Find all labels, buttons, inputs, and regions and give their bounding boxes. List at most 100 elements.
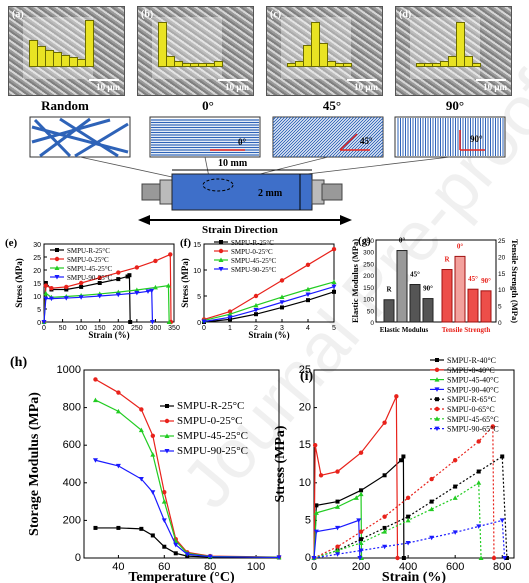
data-point xyxy=(150,433,156,438)
fiber-line xyxy=(331,117,373,157)
fiber-line xyxy=(273,117,292,136)
legend: SMPU-R-25°CSMPU-0-25°CSMPU-45-25°CSMPU-9… xyxy=(50,247,113,282)
data-point xyxy=(161,499,167,504)
series-line xyxy=(313,455,508,559)
data-point xyxy=(97,275,102,280)
histogram-c xyxy=(281,17,352,79)
legend-label: SMPU-90-25°C xyxy=(231,266,277,274)
y-tick-label: 200 xyxy=(363,273,374,280)
x-tick-label: 1 xyxy=(228,325,232,332)
y2-tick-label: 5 xyxy=(498,304,502,311)
data-point xyxy=(227,309,233,314)
legend-label: SMPU-90-25°C xyxy=(67,274,113,282)
data-point xyxy=(153,258,158,264)
data-point xyxy=(395,555,400,561)
data-point xyxy=(452,495,458,500)
x-axis-title: Strain (%) xyxy=(382,570,447,583)
histogram-a xyxy=(23,17,94,79)
legend-label: SMPU-0-40°C xyxy=(447,366,495,375)
data-point xyxy=(92,397,98,403)
plot-frame xyxy=(313,369,515,559)
data-point xyxy=(401,454,406,459)
data-point xyxy=(97,294,103,299)
data-point xyxy=(504,556,509,560)
data-point xyxy=(490,424,496,429)
y-tick-label: 15 xyxy=(193,242,201,249)
data-point xyxy=(429,506,435,512)
data-point xyxy=(382,473,387,478)
bar-label: 0° xyxy=(457,242,464,250)
data-point xyxy=(394,394,399,399)
data-point xyxy=(138,427,144,433)
data-point xyxy=(305,292,311,297)
fiber-line xyxy=(273,117,304,148)
data-point xyxy=(253,308,259,313)
data-point xyxy=(502,556,508,561)
y-axis-title: Stress (MPa) xyxy=(180,258,190,308)
data-point xyxy=(405,540,411,546)
data-point xyxy=(335,469,340,474)
y-tick-label: 0 xyxy=(37,320,41,327)
data-point xyxy=(356,518,362,523)
panel-label-c: (c) xyxy=(270,9,282,20)
data-point xyxy=(49,286,54,291)
fiber-line xyxy=(273,117,283,127)
legend-label: SMPU-45-25°C xyxy=(177,430,248,442)
data-point xyxy=(405,517,411,523)
strength-bar xyxy=(454,255,466,323)
data-point xyxy=(312,443,318,448)
data-point xyxy=(161,518,167,523)
fiber-line xyxy=(364,138,383,157)
hist-bar xyxy=(319,42,328,67)
hist-bar xyxy=(343,62,352,67)
data-point xyxy=(78,295,84,300)
hist-bar xyxy=(456,22,465,67)
legend-label: SMPU-R-40°C xyxy=(447,356,496,365)
series-line xyxy=(203,281,335,322)
x-tick-label: 250 xyxy=(131,325,143,332)
x-group-label: Elastic Modulus xyxy=(380,326,429,334)
legend-label: SMPU-0-25°C xyxy=(231,248,273,256)
y-tick-label: 25 xyxy=(299,364,311,376)
angle-45-label: 45° xyxy=(360,136,373,146)
data-point xyxy=(93,377,98,382)
bar-label: 45° xyxy=(468,275,478,283)
x-tick-label: 200 xyxy=(352,561,370,573)
y-tick-label: 200 xyxy=(63,514,81,526)
schematic-diagram: 0° 45° 90° 10 mm 2 mm Strain Direction xyxy=(29,116,506,234)
data-point xyxy=(150,490,156,495)
x-tick-label: 800 xyxy=(493,561,511,573)
fiber-line xyxy=(283,117,325,157)
y-tick-label: 5 xyxy=(305,514,311,526)
chart-i: 0 200 400 600 800 0 5 10 15 20 25 Strain (%) Stress … xyxy=(273,356,515,583)
legend-label: SMPU-45-65°C xyxy=(447,415,499,424)
hist-bar xyxy=(214,61,223,67)
legend: SMPU-R-25°CSMPU-0-25°CSMPU-45-25°CSMPU-9… xyxy=(214,239,277,274)
data-point xyxy=(306,298,310,303)
data-point xyxy=(358,548,364,553)
hist-bar xyxy=(472,62,481,67)
data-point xyxy=(164,449,170,454)
x-tick-label: 0 xyxy=(42,325,46,332)
data-point xyxy=(311,556,317,561)
data-point xyxy=(139,407,144,412)
y-tick-label: 1000 xyxy=(57,364,81,376)
data-point xyxy=(429,476,434,482)
data-point xyxy=(335,499,340,504)
chart-g: 0 50 100 150 200 250 300 350 0 5 10 15 20 25 Elastic M… xyxy=(350,235,520,334)
data-point xyxy=(164,418,170,424)
series-SMPU-0-65°C xyxy=(311,424,497,561)
x-tick-label: 2 xyxy=(254,325,258,332)
data-point xyxy=(313,529,319,535)
data-point xyxy=(152,284,158,290)
width-label: 10 mm xyxy=(218,158,248,169)
fiber-line xyxy=(273,117,286,130)
data-point xyxy=(97,281,102,285)
y-tick-label: 400 xyxy=(63,477,81,489)
series-SMPU-R-65°C xyxy=(312,454,509,560)
bar-label: 45° xyxy=(410,271,420,279)
y2-tick-label: 15 xyxy=(498,271,506,278)
panel-label: (h) xyxy=(10,355,27,370)
data-point xyxy=(254,312,258,317)
data-point xyxy=(331,284,337,290)
